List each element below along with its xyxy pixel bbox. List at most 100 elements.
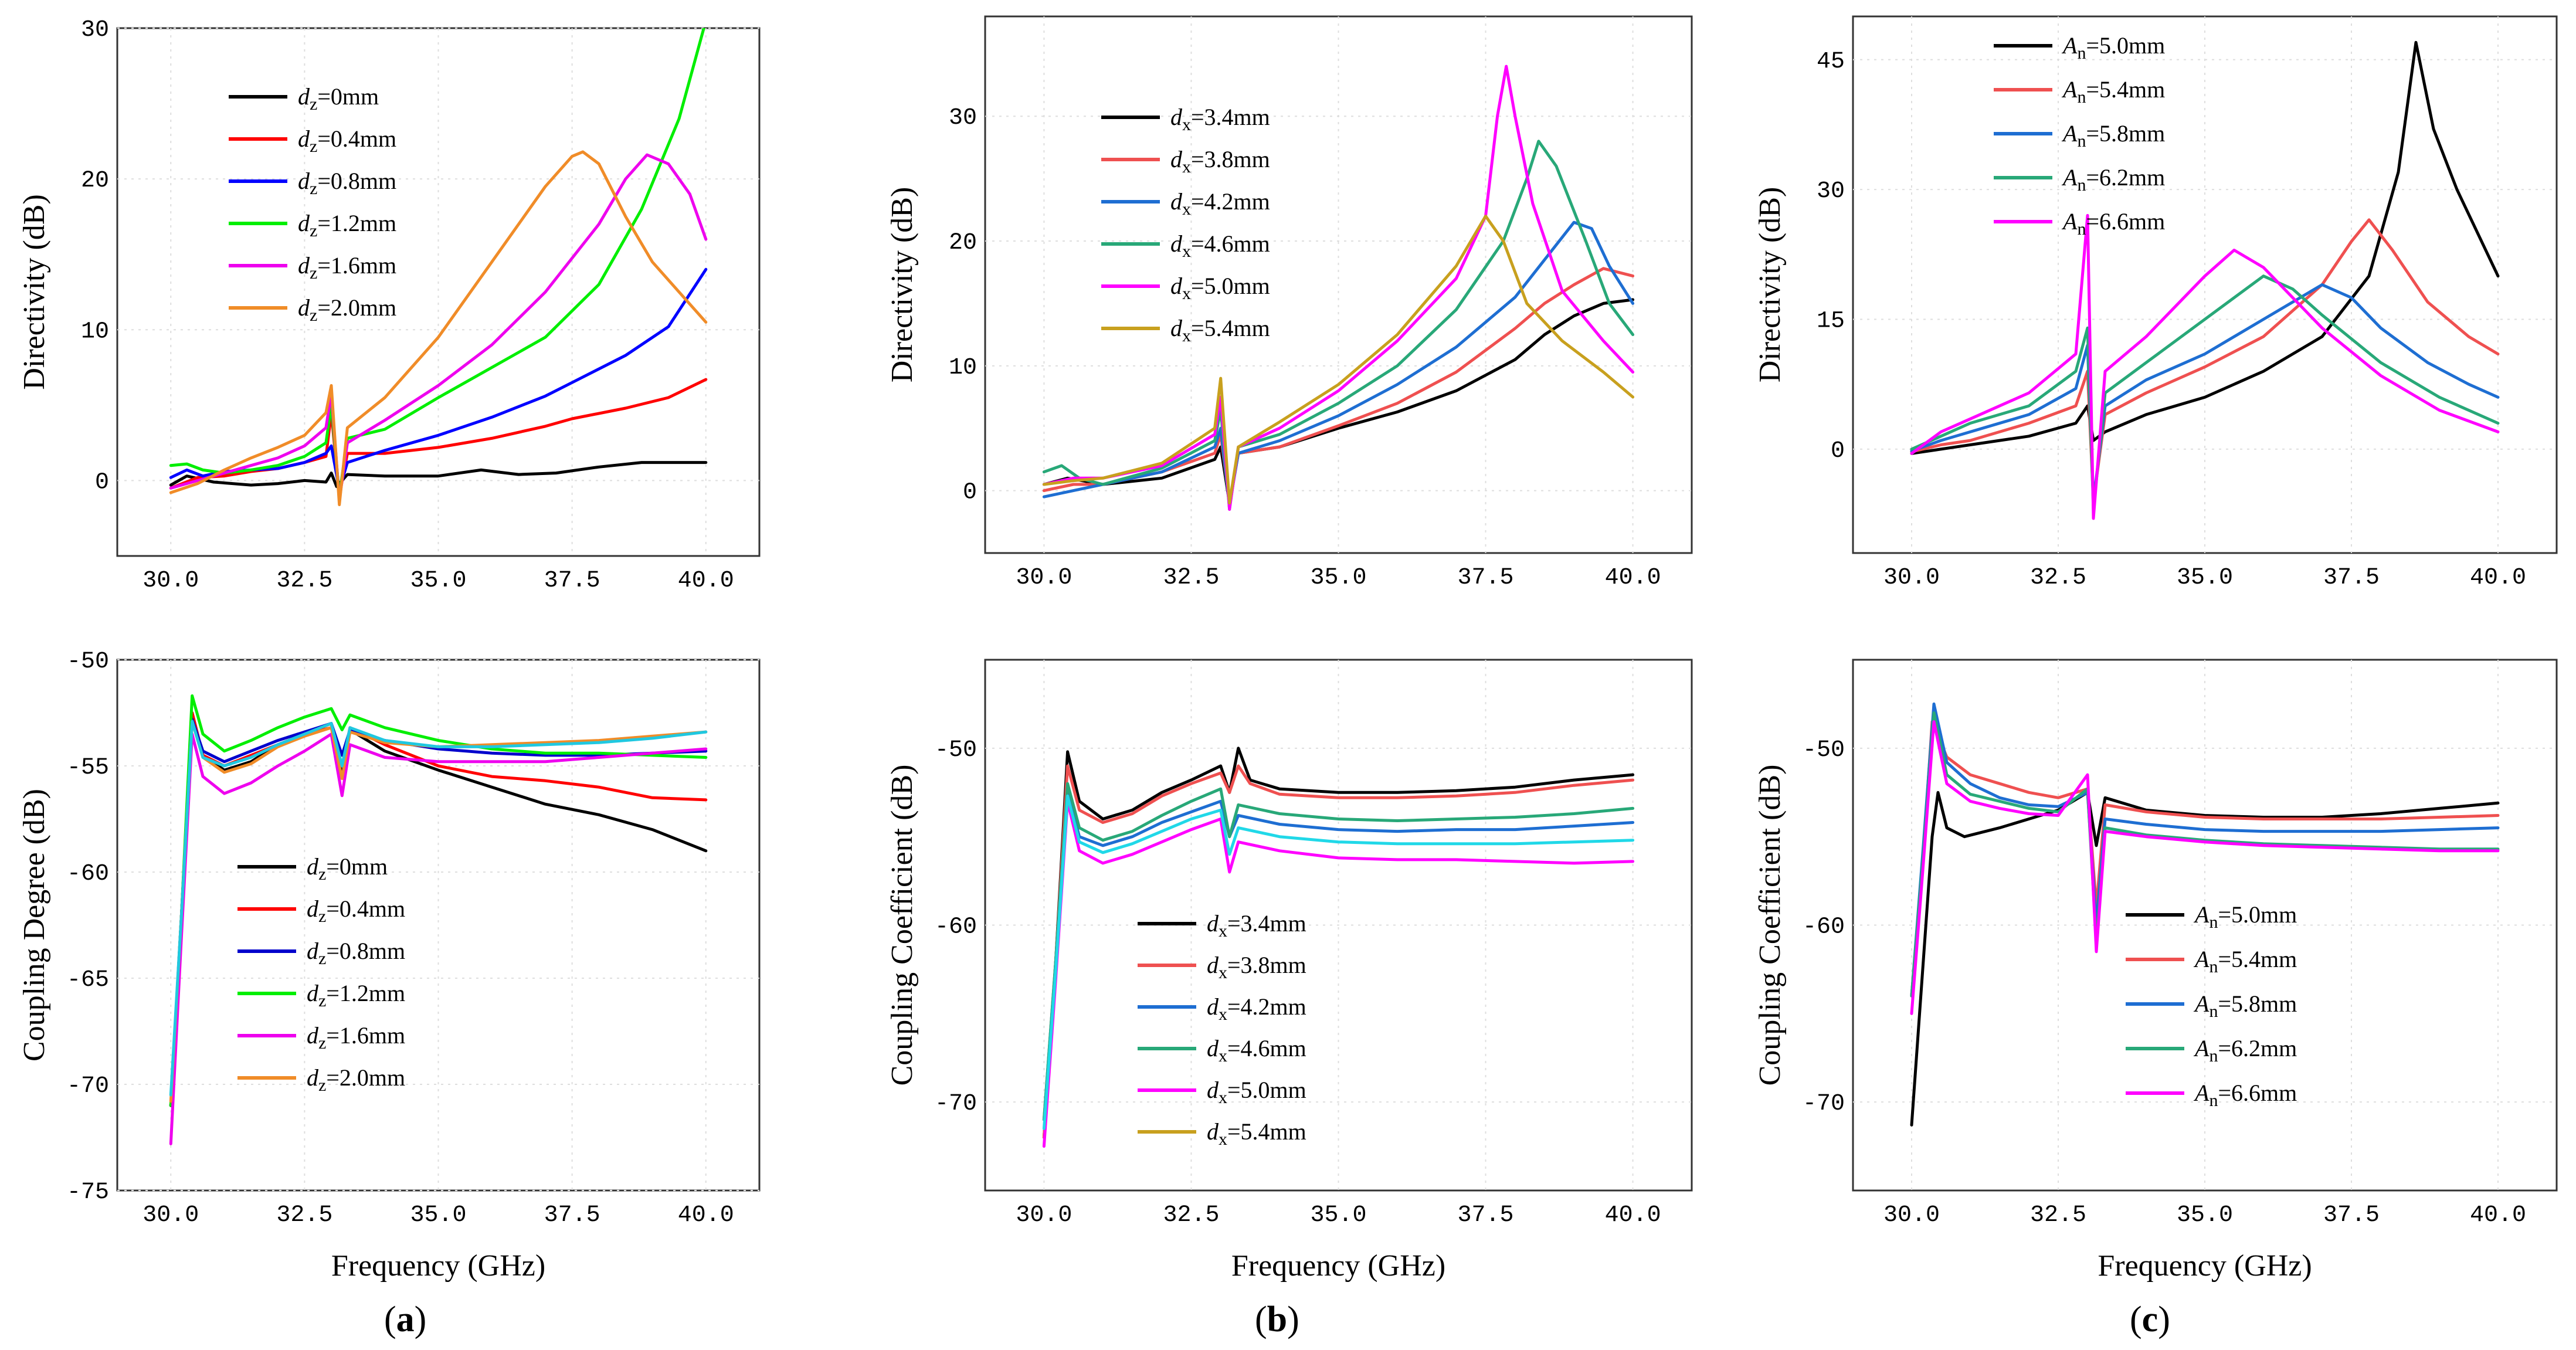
legend-subscript: z (310, 263, 317, 283)
y-axis-label: Coupling Coefficient (dB) (1753, 765, 1787, 1086)
chart-c-top: 30.0 32.5 35.0 37.5 40.0 0 15 30 45 Directivity (… (1753, 15, 2558, 591)
legend-value: =0.8mm (326, 938, 405, 964)
legend-symbol: A (2061, 164, 2078, 191)
legend-entry: dz=1.6mm (298, 252, 396, 283)
series-line (169, 153, 708, 502)
panel-label-c: (c) (2130, 1300, 2170, 1339)
chart-a-top: 30.0 32.5 35.0 37.5 40.0 0 10 20 30 Directivity (… (18, 17, 761, 594)
y-tick-label: 20 (949, 230, 977, 256)
legend-symbol: d (1207, 1077, 1219, 1103)
legend-entry: dx=4.2mm (1170, 188, 1270, 219)
legend-entry: dx=3.4mm (1170, 104, 1270, 134)
x-tick-label: 32.5 (2030, 565, 2086, 591)
x-tick-label: 32.5 (1163, 1202, 1219, 1229)
legend-symbol: d (298, 168, 310, 194)
legend-entry: dx=5.4mm (1207, 1118, 1306, 1149)
series-line (169, 720, 708, 1097)
legend-value: =4.6mm (1227, 1035, 1306, 1061)
legend-value: =5.4mm (2218, 946, 2297, 972)
legend-symbol: A (2061, 32, 2078, 59)
series-line (169, 461, 708, 489)
legend-symbol: d (307, 1022, 319, 1049)
x-tick-label: 35.0 (2177, 565, 2233, 591)
legend-symbol: d (298, 252, 310, 279)
series-line (1042, 794, 1635, 1130)
y-tick-label: 10 (949, 355, 977, 381)
x-tick-label: 30.0 (1016, 565, 1072, 591)
legend-value: =3.8mm (1227, 952, 1306, 978)
legend-entry: dz=0.4mm (307, 896, 405, 926)
y-tick-label: -55 (67, 755, 109, 781)
legend-symbol: A (2193, 1080, 2210, 1106)
x-tick-label: 37.5 (1458, 565, 1514, 591)
legend-entry: dz=0.4mm (298, 125, 396, 156)
legend-value: =1.2mm (317, 210, 396, 236)
legend-value: =6.6mm (2218, 1080, 2297, 1106)
x-tick-label: 30.0 (1016, 1202, 1072, 1229)
legend-entry: dx=3.8mm (1170, 146, 1270, 177)
legend-subscript: z (310, 306, 317, 325)
legend-entry: An=6.2mm (2061, 164, 2165, 195)
x-tick-label: 37.5 (2323, 1202, 2380, 1229)
legend-entry: An=5.0mm (2061, 32, 2165, 63)
legend-subscript: z (310, 94, 317, 114)
y-axis-label: Directivity (dB) (1753, 187, 1787, 383)
series-line (1910, 720, 2500, 1015)
legend-subscript: n (2077, 87, 2086, 107)
legend-subscript: n (2209, 913, 2218, 932)
legend-value: =5.0mm (1191, 273, 1270, 299)
series-line (1910, 40, 2500, 455)
legend-symbol: d (307, 938, 319, 964)
legend-entry: dx=3.8mm (1207, 952, 1306, 982)
series-group (1042, 65, 1635, 511)
y-tick-label: 0 (963, 480, 977, 506)
y-tick-label: -70 (67, 1073, 109, 1100)
legend-symbol: d (1170, 146, 1183, 172)
legend-entry: dx=5.0mm (1207, 1077, 1306, 1107)
x-tick-label: 37.5 (544, 568, 600, 594)
legend-value: =5.0mm (2086, 32, 2165, 59)
legend-value: =6.2mm (2218, 1035, 2297, 1061)
legend: dx=3.4mmdx=3.8mmdx=4.2mmdx=4.6mmdx=5.0mm… (1101, 104, 1270, 345)
legend-subscript: x (1219, 921, 1227, 941)
legend-subscript: z (310, 221, 317, 240)
chart-b-top: 30.0 32.5 35.0 37.5 40.0 0 10 20 30 Directivity (… (885, 15, 1693, 591)
y-axis-label: Coupling Coefficient (dB) (885, 765, 919, 1086)
legend-symbol: d (1170, 273, 1183, 299)
x-tick-label: 30.0 (1883, 1202, 1940, 1229)
panel-label-b: (b) (1255, 1300, 1299, 1339)
legend-value: =4.2mm (1191, 188, 1270, 215)
x-tick-label: 35.0 (1310, 1202, 1366, 1229)
x-tick-label: 30.0 (142, 1202, 199, 1229)
x-tick-label: 32.5 (1163, 565, 1219, 591)
series-group (1042, 747, 1635, 1148)
legend-value: =5.0mm (1227, 1077, 1306, 1103)
y-axis-label: Directivity (dB) (18, 194, 51, 390)
legend-entry: dx=3.4mm (1207, 910, 1306, 941)
legend-value: =5.8mm (2218, 991, 2297, 1017)
legend-value: =3.4mm (1191, 104, 1270, 130)
legend-entry: dz=1.6mm (307, 1022, 405, 1053)
series-line (1042, 140, 1635, 511)
legend-subscript: x (1219, 1129, 1227, 1149)
x-axis-label: Frequency (GHz) (2098, 1249, 2312, 1283)
y-tick-label: -70 (935, 1091, 977, 1117)
legend-entry: dx=5.0mm (1170, 273, 1270, 303)
legend-subscript: n (2077, 219, 2086, 239)
legend-symbol: A (2061, 76, 2078, 103)
legend-subscript: z (318, 949, 326, 968)
series-line (169, 732, 708, 1145)
y-tick-label: 30 (81, 17, 109, 43)
legend-entry: An=6.6mm (2193, 1080, 2297, 1110)
legend-value: =1.6mm (317, 252, 396, 279)
x-tick-label: 40.0 (2470, 1202, 2526, 1229)
legend-subscript: n (2209, 1002, 2218, 1021)
x-tick-label: 32.5 (276, 568, 332, 594)
y-tick-label: -70 (1803, 1091, 1845, 1117)
y-axis-label: Directivity (dB) (885, 187, 919, 383)
legend: dx=3.4mmdx=3.8mmdx=4.2mmdx=4.6mmdx=5.0mm… (1138, 910, 1306, 1149)
legend-symbol: d (307, 853, 319, 880)
legend-subscript: n (2077, 43, 2086, 63)
